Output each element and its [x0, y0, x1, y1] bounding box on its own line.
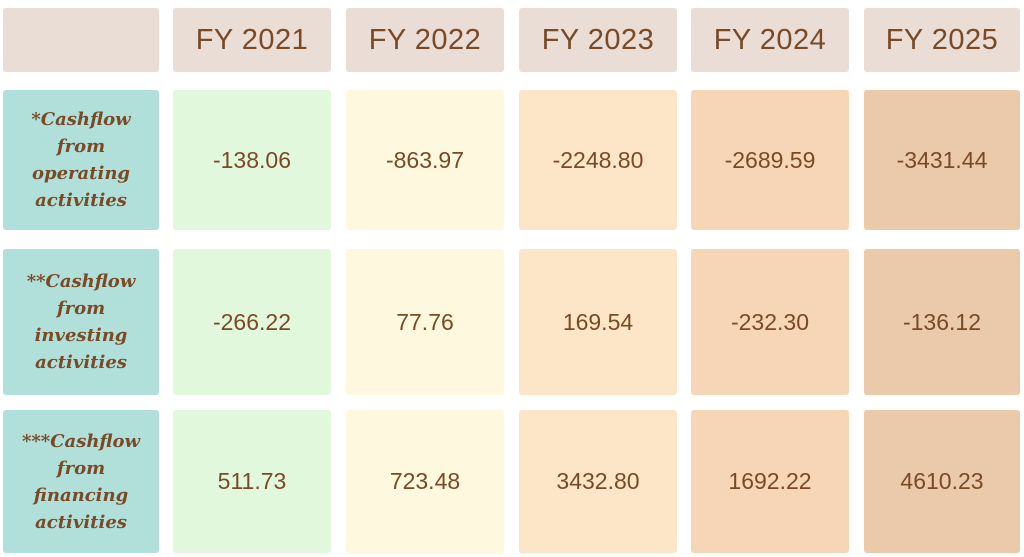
value-operating-fy-2025: -3431.44 [864, 90, 1020, 230]
value-operating-fy-2023: -2248.80 [519, 90, 677, 230]
value-financing-fy-2022: 723.48 [346, 410, 504, 553]
corner-cell [3, 8, 159, 72]
column-header-fy-2025: FY 2025 [864, 8, 1020, 72]
value-investing-fy-2021: -266.22 [173, 249, 331, 395]
row-label-financing: ***Cashflow from financing activities [3, 410, 159, 553]
value-operating-fy-2021: -138.06 [173, 90, 331, 230]
value-investing-fy-2023: 169.54 [519, 249, 677, 395]
value-operating-fy-2024: -2689.59 [691, 90, 849, 230]
column-header-fy-2023: FY 2023 [519, 8, 677, 72]
value-investing-fy-2022: 77.76 [346, 249, 504, 395]
value-financing-fy-2025: 4610.23 [864, 410, 1020, 553]
row-label-operating: *Cashflow from operating activities [3, 90, 159, 230]
value-investing-fy-2024: -232.30 [691, 249, 849, 395]
column-header-fy-2021: FY 2021 [173, 8, 331, 72]
value-operating-fy-2022: -863.97 [346, 90, 504, 230]
value-investing-fy-2025: -136.12 [864, 249, 1020, 395]
row-label-investing: **Cashflow from investing activities [3, 249, 159, 395]
value-financing-fy-2023: 3432.80 [519, 410, 677, 553]
value-financing-fy-2021: 511.73 [173, 410, 331, 553]
value-financing-fy-2024: 1692.22 [691, 410, 849, 553]
column-header-fy-2024: FY 2024 [691, 8, 849, 72]
column-header-fy-2022: FY 2022 [346, 8, 504, 72]
